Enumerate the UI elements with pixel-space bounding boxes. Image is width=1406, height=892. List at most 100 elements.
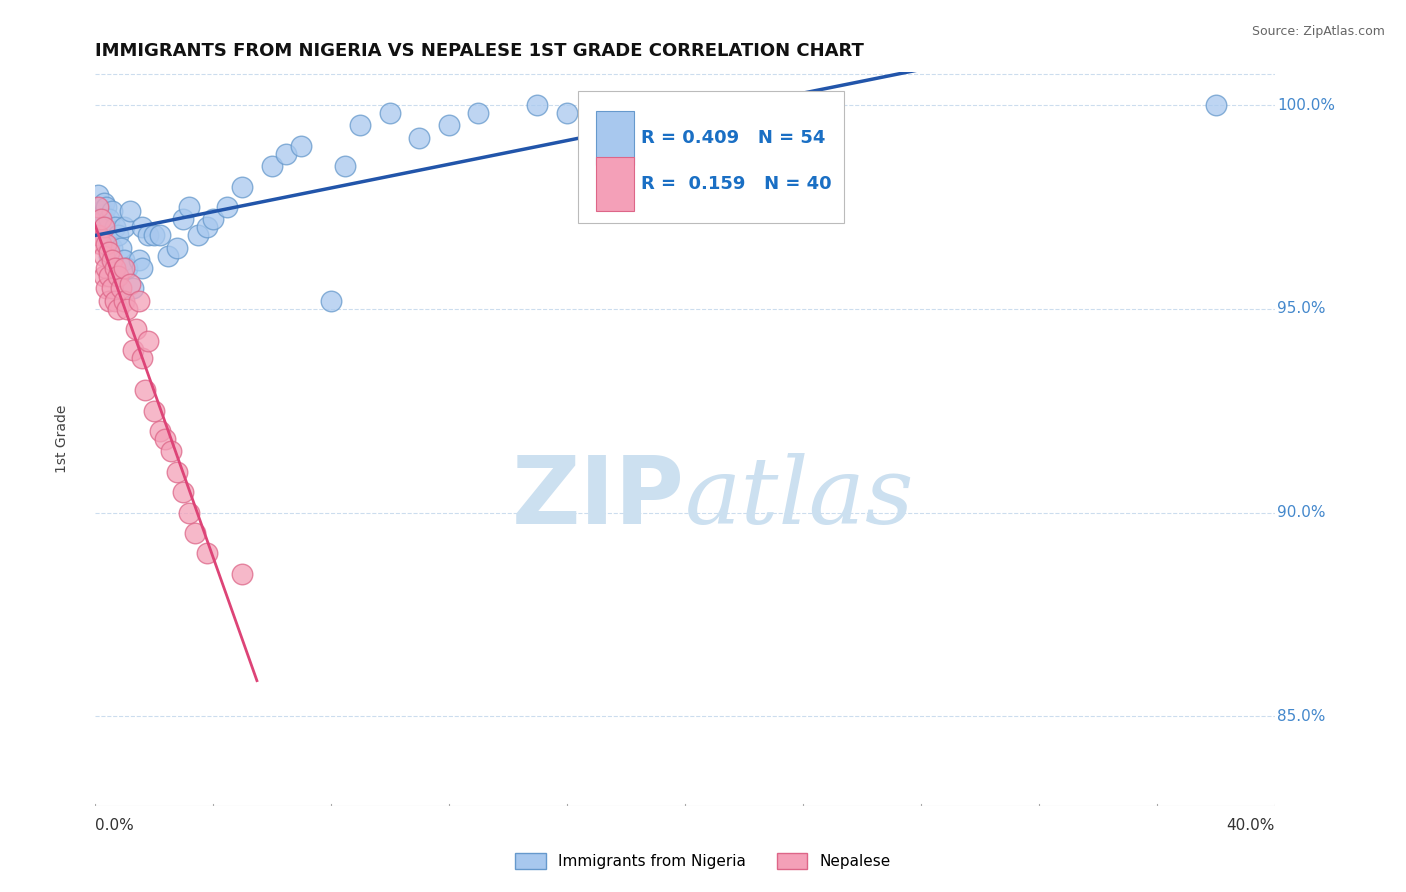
Point: [101, 241, 124, 255]
Point: [112, 252, 135, 267]
Point: [125, 322, 148, 336]
Point: [166, 241, 188, 255]
Point: [120, 204, 142, 219]
Text: 95.0%: 95.0%: [1277, 301, 1326, 317]
Point: [467, 106, 489, 120]
Point: [93, 195, 115, 210]
FancyBboxPatch shape: [596, 157, 634, 211]
Text: atlas: atlas: [685, 453, 914, 543]
Point: [96, 281, 118, 295]
Point: [349, 119, 371, 133]
Point: [90, 204, 112, 219]
Text: 0.0%: 0.0%: [94, 818, 134, 833]
Point: [1205, 98, 1227, 112]
Point: [104, 260, 127, 275]
Point: [107, 301, 129, 316]
Point: [276, 147, 298, 161]
Point: [110, 281, 132, 295]
Point: [673, 106, 696, 120]
Point: [93, 220, 115, 235]
Point: [172, 212, 194, 227]
Point: [86, 187, 108, 202]
Point: [112, 293, 135, 308]
Point: [86, 200, 108, 214]
Point: [115, 301, 138, 316]
Point: [149, 424, 172, 438]
Point: [90, 212, 112, 227]
Point: [90, 236, 112, 251]
Point: [107, 269, 129, 284]
Point: [231, 566, 253, 581]
Point: [107, 228, 129, 243]
Point: [112, 260, 135, 275]
Point: [98, 269, 121, 284]
Point: [201, 212, 224, 227]
Point: [128, 252, 150, 267]
Point: [107, 269, 129, 284]
Point: [142, 403, 165, 417]
Point: [131, 220, 153, 235]
Point: [128, 293, 150, 308]
Point: [195, 546, 218, 560]
Point: [120, 277, 142, 292]
Text: IMMIGRANTS FROM NIGERIA VS NEPALESE 1ST GRADE CORRELATION CHART: IMMIGRANTS FROM NIGERIA VS NEPALESE 1ST …: [94, 42, 863, 60]
Text: R =  0.159   N = 40: R = 0.159 N = 40: [641, 175, 831, 194]
FancyBboxPatch shape: [578, 91, 844, 223]
Point: [98, 236, 121, 251]
Point: [115, 260, 138, 275]
Point: [231, 179, 253, 194]
Text: 1st Grade: 1st Grade: [55, 405, 69, 474]
Point: [378, 106, 401, 120]
Point: [96, 260, 118, 275]
FancyBboxPatch shape: [596, 111, 634, 165]
Text: 85.0%: 85.0%: [1277, 709, 1326, 723]
Point: [90, 220, 112, 235]
Point: [93, 249, 115, 263]
Point: [98, 244, 121, 259]
Point: [408, 130, 430, 145]
Text: 40.0%: 40.0%: [1226, 818, 1275, 833]
Point: [98, 249, 121, 263]
Point: [149, 228, 172, 243]
Point: [131, 260, 153, 275]
Point: [98, 293, 121, 308]
Point: [93, 212, 115, 227]
Point: [101, 252, 124, 267]
Point: [260, 159, 283, 173]
Text: ZIP: ZIP: [512, 452, 685, 544]
Text: R = 0.409   N = 54: R = 0.409 N = 54: [641, 129, 825, 147]
Point: [101, 204, 124, 219]
Point: [217, 200, 239, 214]
Point: [644, 98, 666, 112]
Point: [98, 212, 121, 227]
Point: [160, 444, 183, 458]
Point: [112, 220, 135, 235]
Point: [96, 228, 118, 243]
Point: [184, 525, 207, 540]
Point: [110, 241, 132, 255]
Point: [155, 432, 177, 446]
Point: [96, 200, 118, 214]
Point: [177, 200, 200, 214]
Point: [134, 384, 156, 398]
Point: [136, 334, 159, 349]
Point: [335, 159, 357, 173]
Point: [585, 98, 607, 112]
Point: [821, 98, 844, 112]
Point: [177, 506, 200, 520]
Point: [555, 106, 578, 120]
Point: [187, 228, 209, 243]
Legend: Immigrants from Nigeria, Nepalese: Immigrants from Nigeria, Nepalese: [509, 847, 897, 875]
Point: [86, 228, 108, 243]
Point: [290, 138, 312, 153]
Point: [437, 119, 460, 133]
Point: [142, 228, 165, 243]
Point: [104, 293, 127, 308]
Point: [96, 236, 118, 251]
Point: [172, 485, 194, 500]
Point: [195, 220, 218, 235]
Point: [104, 260, 127, 275]
Point: [122, 343, 145, 357]
Point: [166, 465, 188, 479]
Point: [136, 228, 159, 243]
